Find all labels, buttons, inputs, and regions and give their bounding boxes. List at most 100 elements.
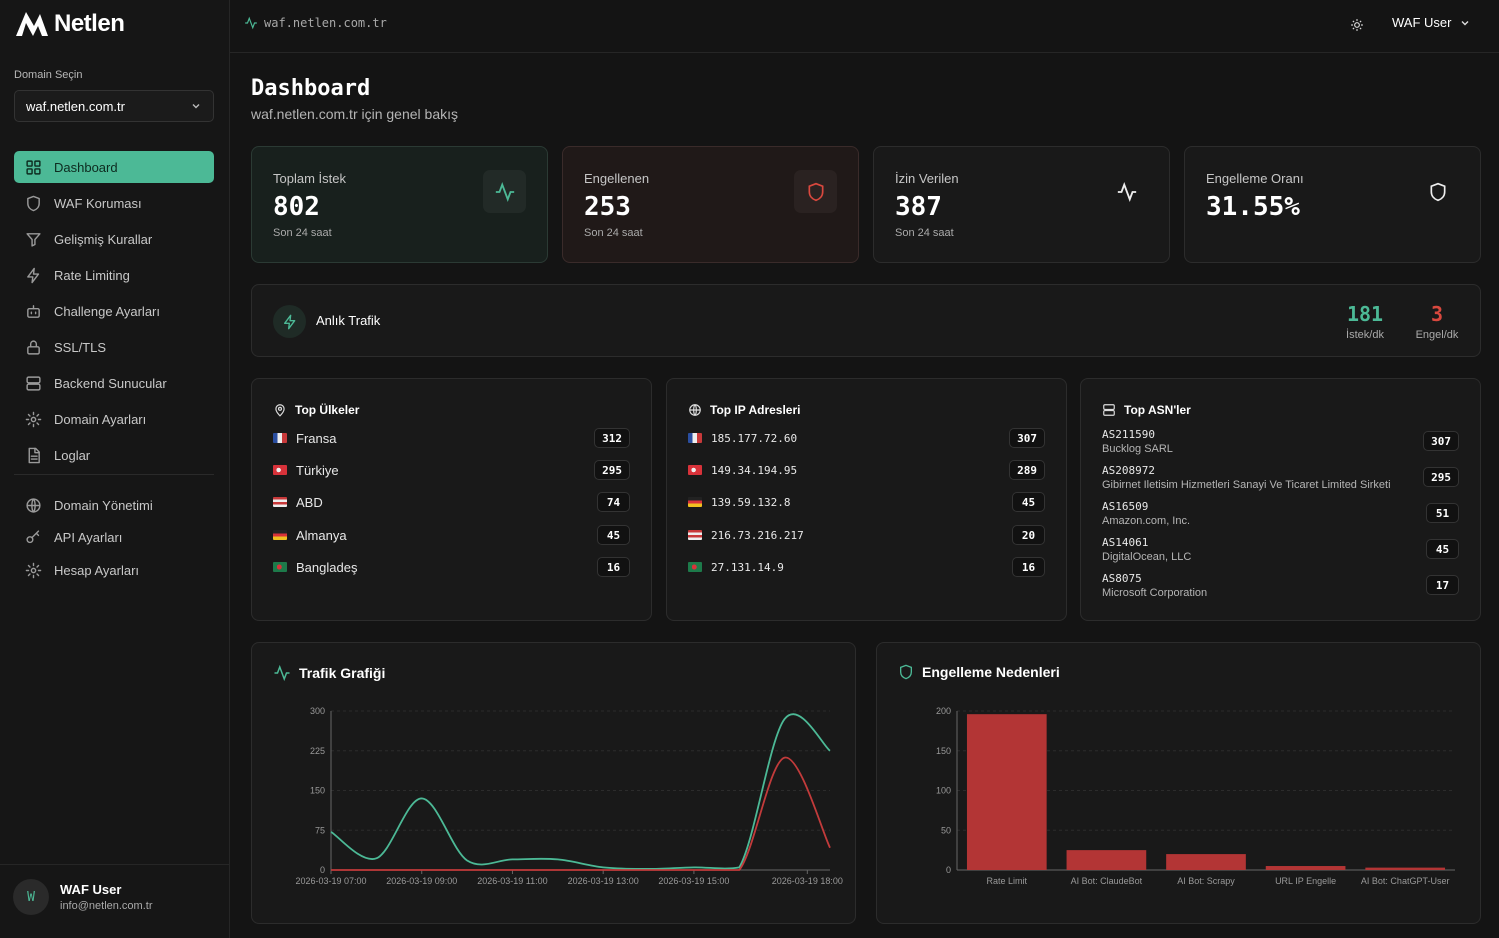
usa-flag-icon	[688, 530, 702, 540]
x-tick-label: Rate Limit	[987, 876, 1028, 886]
user-menu-label: WAF User	[1392, 15, 1452, 30]
turkey-flag-icon	[273, 465, 287, 475]
france-flag-icon	[688, 433, 702, 443]
top-countries-card: Top Ülkeler Fransa 312 Türkiye 295 ABD 74 A…	[251, 378, 652, 621]
asn-name: DigitalOcean, LLC	[1102, 550, 1192, 563]
stat-sub: Son 24 saat	[895, 227, 954, 239]
count-badge: 45	[1426, 539, 1459, 559]
sidebar-item-label: WAF Koruması	[54, 195, 142, 211]
count-badge: 74	[597, 492, 630, 512]
x-tick-label: 2026-03-19 18:00	[772, 876, 843, 886]
sidebar-item[interactable]: WAF Koruması	[14, 187, 214, 219]
stat-sub: Son 24 saat	[273, 227, 332, 239]
sidebar-item-label: Backend Sunucular	[54, 375, 167, 391]
count-badge: 295	[594, 460, 630, 480]
asn-name: Microsoft Corporation	[1102, 586, 1208, 599]
y-tick-label: 0	[320, 865, 325, 875]
sidebar-item[interactable]: Domain Yönetimi	[14, 489, 214, 521]
stat-card-total: Toplam İstek 802 Son 24 saat	[251, 146, 548, 263]
x-tick-label: 2026-03-19 15:00	[658, 876, 729, 886]
sidebar-item[interactable]: Dashboard	[14, 151, 214, 183]
y-tick-label: 0	[946, 865, 951, 875]
stat-value: 31.55%	[1206, 192, 1300, 222]
activity-icon	[483, 170, 526, 213]
block-reasons-bar-chart: 0 50 100 150 200 Rate Limit AI Bot: ClaudeBot A…	[936, 706, 1455, 886]
sidebar-item[interactable]: API Ayarları	[14, 522, 214, 554]
list-item: Türkiye 295	[273, 460, 630, 480]
list-item: 216.73.216.217 20	[688, 525, 1045, 545]
sidebar-user[interactable]: W WAF User info@netlen.com.tr	[0, 864, 229, 938]
list-item: ABD 74	[273, 492, 630, 512]
sidebar-divider	[14, 474, 214, 475]
asn-name: Gibirnet Iletisim Hizmetleri Sanayi Ve T…	[1102, 478, 1391, 491]
country-name: Fransa	[296, 430, 337, 446]
sidebar-item[interactable]: Hesap Ayarları	[14, 554, 214, 586]
asn-code: AS16509	[1102, 499, 1149, 513]
stat-label: Engelleme Oranı	[1206, 171, 1304, 186]
user-menu-button[interactable]: WAF User	[1392, 15, 1471, 30]
list-item: Almanya 45	[273, 525, 630, 545]
card-title-text: Top IP Adresleri	[710, 403, 801, 417]
traffic-line-chart: 0 75 150 225 300 2026-03-19 07:00 2026-03-19 0…	[295, 706, 843, 886]
x-tick-label: 2026-03-19 13:00	[568, 876, 639, 886]
count-badge: 45	[1012, 492, 1045, 512]
page-subtitle: waf.netlen.com.tr için genel bakış	[251, 106, 458, 122]
bolt-icon	[273, 305, 306, 338]
chevron-down-icon	[1461, 20, 1469, 25]
ip-address: 216.73.216.217	[711, 528, 804, 542]
live-blocks-value: 3	[1430, 302, 1444, 326]
server-icon	[1103, 404, 1115, 416]
list-item: AS16509 Amazon.com, Inc. 51	[1102, 499, 1459, 527]
sidebar-item-label: Domain Ayarları	[54, 411, 147, 427]
user-email: info@netlen.com.tr	[60, 900, 153, 912]
count-badge: 307	[1009, 428, 1045, 448]
stat-value: 253	[584, 192, 631, 222]
brand-logo[interactable]: Netlen	[14, 9, 125, 39]
sidebar-item[interactable]: Backend Sunucular	[14, 367, 214, 399]
stat-sub: Son 24 saat	[584, 227, 643, 239]
netlen-logo-icon	[16, 12, 48, 36]
sun-icon	[1351, 19, 1363, 31]
sidebar-item[interactable]: Rate Limiting	[14, 259, 214, 291]
bangladesh-flag-icon	[688, 562, 702, 572]
sidebar-item-label: Gelişmiş Kurallar	[54, 231, 153, 247]
ip-address: 27.131.14.9	[711, 560, 784, 574]
file-icon	[28, 447, 40, 463]
bar	[1166, 854, 1246, 870]
theme-toggle-button[interactable]	[1346, 14, 1368, 36]
live-requests-label: İstek/dk	[1346, 329, 1384, 341]
country-name: ABD	[296, 494, 323, 510]
count-badge: 295	[1423, 467, 1459, 487]
y-tick-label: 75	[315, 825, 325, 835]
list-item: 27.131.14.9 16	[688, 557, 1045, 577]
top-ips-card: Top IP Adresleri 185.177.72.60 307 149.34…	[666, 378, 1067, 621]
list-item: AS208972 Gibirnet Iletisim Hizmetleri San…	[1102, 463, 1459, 491]
chart-title: Trafik Grafiği	[273, 664, 385, 682]
asn-code: AS14061	[1102, 535, 1149, 549]
globe-icon	[26, 497, 41, 513]
bar	[966, 714, 1047, 870]
list-item: Fransa 312	[273, 428, 630, 448]
ip-address: 149.34.194.95	[711, 463, 798, 477]
sidebar-item-label: Rate Limiting	[54, 267, 130, 283]
sidebar-item[interactable]: Domain Ayarları	[14, 403, 214, 435]
stat-value: 802	[273, 192, 320, 222]
sidebar-item[interactable]: Loglar	[14, 439, 214, 471]
avatar: W	[13, 879, 49, 915]
live-traffic-title: Anlık Trafik	[316, 313, 381, 328]
sidebar-item[interactable]: SSL/TLS	[14, 331, 214, 363]
germany-flag-icon	[273, 530, 287, 540]
user-name: WAF User	[60, 882, 122, 897]
filter-icon	[26, 232, 41, 247]
asn-code: AS208972	[1102, 463, 1155, 477]
activity-icon	[245, 16, 257, 30]
sidebar-item[interactable]: Challenge Ayarları	[14, 295, 214, 327]
top-asns-card: Top ASN'ler AS211590 Bucklog SARL 307 AS20…	[1080, 378, 1481, 621]
bar	[1365, 867, 1446, 870]
sidebar-item[interactable]: Gelişmiş Kurallar	[14, 223, 214, 255]
domain-select[interactable]: waf.netlen.com.tr	[14, 90, 214, 122]
stat-card-block-rate: Engelleme Oranı 31.55%	[1184, 146, 1481, 263]
live-traffic-panel: Anlık Trafik 181 İstek/dk 3 Engel/dk	[251, 284, 1481, 357]
key-icon	[26, 530, 40, 544]
map-pin-icon	[275, 404, 285, 417]
